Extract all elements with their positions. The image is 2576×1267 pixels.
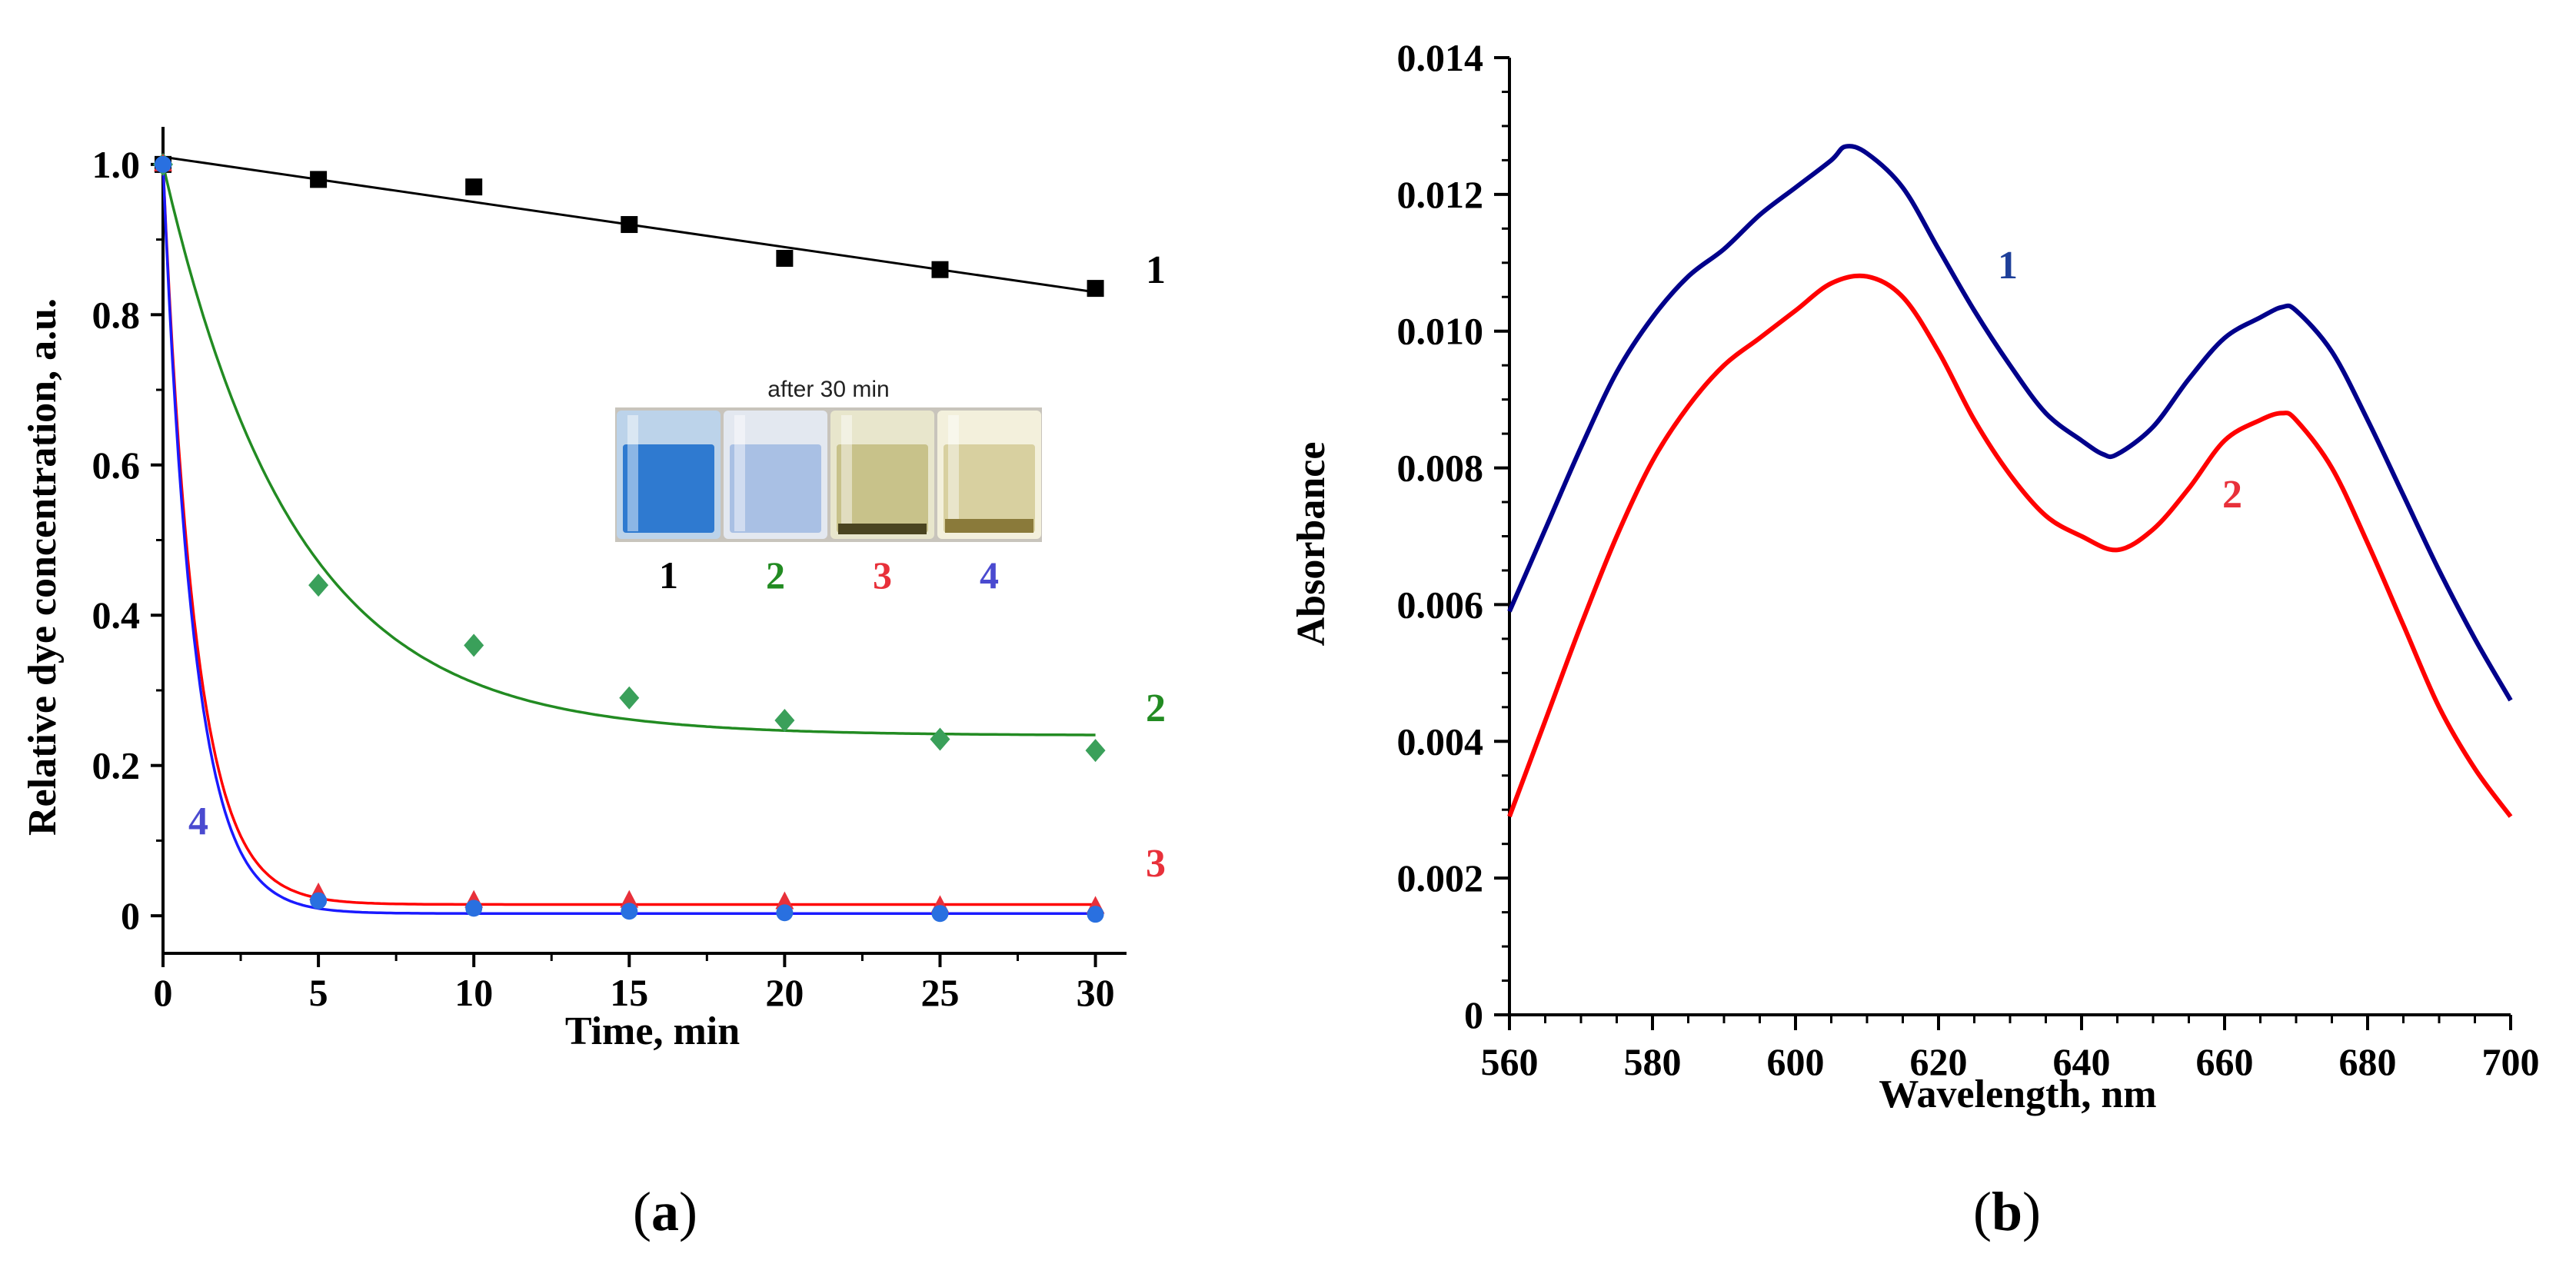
- inset-vial-1-liquid: [623, 444, 714, 533]
- panel-b-series: [1507, 144, 2513, 818]
- inset-vial-3-glare: [841, 415, 852, 531]
- panel-a-y-tick-label: 0.6: [92, 444, 141, 487]
- panel-a-x-tick-label: 20: [765, 971, 804, 1014]
- series-2-point: [619, 686, 640, 710]
- series-2-point: [774, 709, 795, 733]
- series-1-point: [1087, 280, 1104, 298]
- inset-vial-4-liquid: [944, 444, 1035, 533]
- panel-b-curve-label-1: 1: [1998, 244, 2018, 288]
- panel-b-axes: 560 580 600 620 640 660 680 700 0 0.002 0.004 0.006…: [1290, 36, 2540, 1116]
- panel-b-x-tick-label: 580: [1624, 1040, 1682, 1083]
- inset-vial-1-glare: [627, 415, 638, 531]
- panel-b-x-tick-label: 600: [1767, 1040, 1825, 1083]
- panel-a-y-axis-title: Relative dye concentration, a.u.: [21, 298, 65, 836]
- panel-b-caption-letter: b: [1992, 1181, 2022, 1242]
- inset-caption: after 30 min: [767, 377, 889, 402]
- series-3-point: [620, 890, 639, 908]
- inset-vial-2-liquid: [730, 444, 821, 533]
- panel-a-axes: 0 5 10 15 20 25 30 0 0.2 0.4 0.6 0.8 1.0 Time, min Rel…: [21, 127, 1127, 1053]
- inset-vial-2-glare: [734, 415, 745, 531]
- panel-b-caption: (b): [1973, 1181, 2041, 1242]
- panel-a-curve-label-3: 3: [1146, 842, 1166, 886]
- panel-a-chart: 0 5 10 15 20 25 30 0 0.2 0.4 0.6 0.8 1.0 Time, min Rel…: [21, 127, 1166, 1053]
- panel-b-x-axis-title: Wavelength, nm: [1879, 1072, 2156, 1116]
- panel-b-caption-open: (: [1973, 1181, 1992, 1242]
- series-1-point: [621, 216, 638, 234]
- panel-a-y-tick-label: 0.8: [92, 293, 141, 336]
- panel-b-curve-label-2: 2: [2222, 473, 2242, 517]
- inset-label-1: 1: [659, 554, 678, 597]
- series-2-spectrum-line: [1507, 273, 2513, 818]
- panel-a-x-tick-label: 10: [454, 971, 493, 1014]
- series-1-spectrum-line: [1507, 144, 2513, 702]
- panel-b-x-tick-label: 560: [1481, 1040, 1539, 1083]
- panel-b-y-tick-label: 0.002: [1397, 856, 1484, 900]
- panel-a-x-tick-label: 15: [610, 971, 648, 1014]
- series-4-point: [465, 900, 483, 917]
- inset-vial-3-liquid: [837, 444, 928, 533]
- panel-b-chart: 560 580 600 620 640 660 680 700 0 0.002 0.004 0.006…: [1290, 36, 2540, 1116]
- panel-a-x-tick-label: 5: [309, 971, 328, 1014]
- panel-a-labels: 1 2 3 4: [188, 248, 1166, 886]
- series-1-point: [310, 171, 328, 188]
- panel-a-series: [153, 152, 1106, 923]
- series-2-point: [464, 634, 484, 657]
- panel-a-caption-letter: a: [651, 1181, 679, 1242]
- inset-label-2: 2: [766, 554, 785, 597]
- series-1-point: [931, 261, 949, 278]
- series-2-point: [1085, 739, 1106, 763]
- inset-vial-4-glare: [948, 415, 959, 531]
- panel-a-inset-photo: after 30 min 1 2 3 4: [615, 377, 1042, 597]
- series-2-point: [930, 727, 950, 751]
- panel-a-curve-label-2: 2: [1146, 687, 1166, 730]
- panel-a-curve-label-4: 4: [188, 800, 208, 843]
- series-4-point: [621, 903, 638, 920]
- series-4-point: [931, 905, 949, 923]
- series-3-point: [775, 891, 794, 910]
- panel-b-y-tick-label: 0.012: [1397, 173, 1484, 216]
- series-4-point: [776, 904, 794, 922]
- panel-b-labels: 12: [1998, 244, 2242, 517]
- panel-a-x-axis-title: Time, min: [565, 1009, 740, 1053]
- series-4-point: [155, 155, 171, 173]
- panel-a-x-tick-label: 25: [920, 971, 959, 1014]
- inset-vial-4-sediment: [945, 519, 1033, 533]
- panel-b-x-tick-label: 660: [2196, 1040, 2254, 1083]
- series-4-point: [310, 892, 328, 910]
- panel-b-x-tick-label: 620: [1910, 1040, 1968, 1083]
- panel-b-y-tick-label: 0.010: [1397, 310, 1484, 353]
- panel-b-y-tick-label: 0.004: [1397, 720, 1484, 763]
- panel-b-x-tick-label: 640: [2053, 1040, 2111, 1083]
- panel-a-x-tick-label: 30: [1077, 971, 1115, 1014]
- panel-b-y-axis-title: Absorbance: [1290, 442, 1333, 647]
- panel-a-x-tick-label: 0: [154, 971, 173, 1014]
- panel-a-caption-close: ): [679, 1181, 697, 1242]
- panel-b-x-tick-label: 700: [2482, 1040, 2540, 1083]
- series-1-point: [465, 178, 483, 196]
- series-4-point: [1087, 906, 1104, 923]
- panel-a-curve-label-1: 1: [1146, 248, 1166, 292]
- inset-label-3: 3: [873, 554, 892, 597]
- panel-a-caption: (a): [633, 1181, 697, 1242]
- panel-b-caption-close: ): [2022, 1181, 2041, 1242]
- panel-a-y-tick-label: 0: [121, 894, 140, 937]
- panel-a-y-tick-label: 1.0: [92, 143, 141, 186]
- panel-b-y-tick-label: 0.006: [1397, 583, 1484, 626]
- series-1-point: [776, 250, 794, 268]
- panel-b-y-tick-label: 0.014: [1397, 36, 1484, 79]
- panel-a-caption-open: (: [633, 1181, 651, 1242]
- panel-b-y-tick-label: 0.008: [1397, 447, 1484, 490]
- inset-vial-3-sediment: [838, 524, 927, 534]
- inset-label-4: 4: [980, 554, 999, 597]
- panel-b-x-tick-label: 680: [2339, 1040, 2397, 1083]
- panel-a-y-tick-label: 0.2: [92, 744, 141, 787]
- panel-a-y-tick-label: 0.4: [92, 594, 141, 637]
- series-2-point: [308, 574, 329, 597]
- panel-b-y-tick-label: 0: [1464, 993, 1483, 1036]
